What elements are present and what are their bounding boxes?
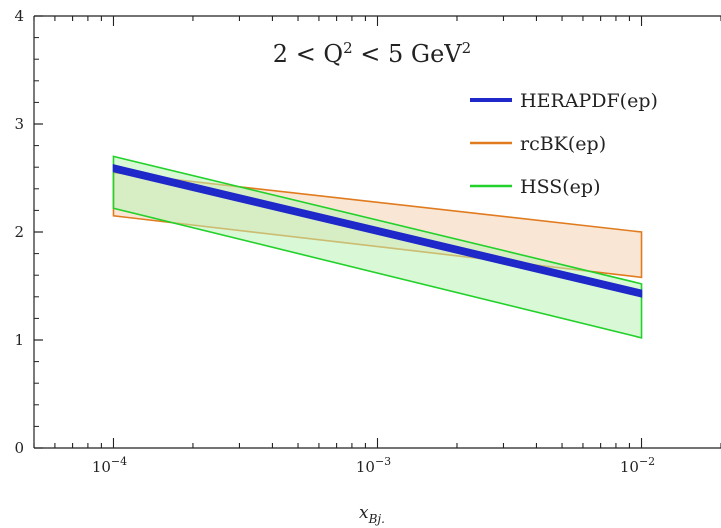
x-axis-label: xBj. [359,503,385,526]
y-tick-label: 4 [14,7,24,25]
x-tick-label: 10−4 [92,455,127,476]
chart-title: 2 < Q2 < 5 GeV2 [273,39,471,68]
x-tick-label: 10−2 [620,455,655,476]
legend-label: rcBK(ep) [520,133,606,155]
x-tick-label: 10−3 [356,455,391,476]
y-tick-label: 1 [14,331,24,349]
legend-label: HERAPDF(ep) [520,90,658,112]
y-tick-label: 0 [14,439,24,457]
y-tick-label: 3 [14,115,24,133]
y-tick-label: 2 [14,223,24,241]
band-herapdf-ep [112,164,643,298]
legend-label: HSS(ep) [520,176,601,198]
